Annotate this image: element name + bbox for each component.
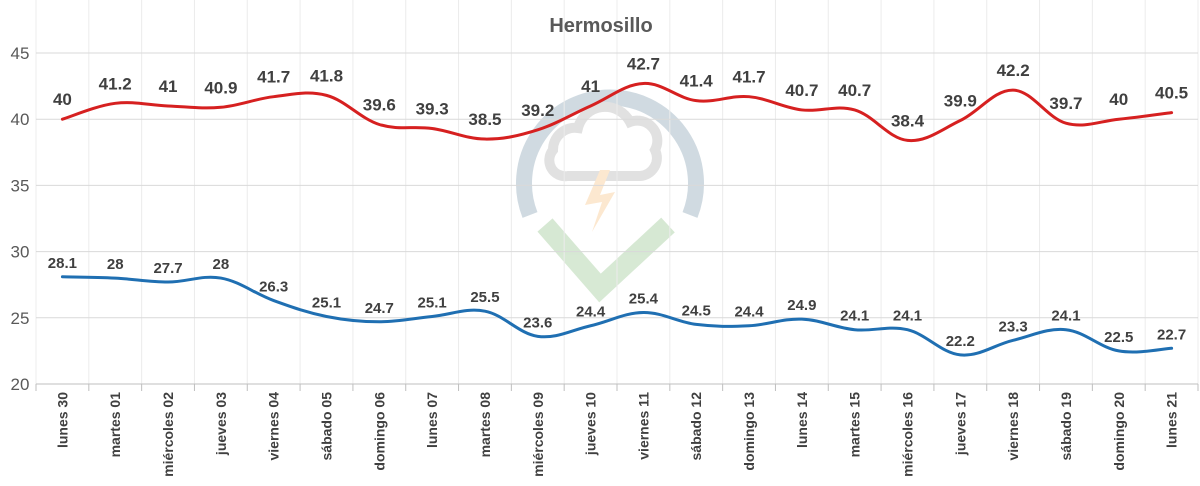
max-data-label: 40.7 — [785, 81, 818, 100]
max-data-label: 39.9 — [944, 92, 977, 111]
x-tick-label: domingo 20 — [1111, 392, 1127, 471]
min-data-label: 25.4 — [629, 291, 659, 308]
x-tick-label: sábado 05 — [319, 392, 335, 461]
x-tick-label: viernes 04 — [266, 392, 282, 461]
x-tick-label: martes 15 — [847, 392, 863, 458]
x-tick-label: miércoles 09 — [530, 392, 546, 477]
max-data-label: 39.3 — [416, 99, 449, 118]
y-tick-label: 40 — [11, 110, 30, 129]
min-data-label: 24.1 — [1051, 308, 1080, 325]
x-tick-label: jueves 17 — [952, 392, 968, 456]
x-tick-label: domingo 13 — [741, 392, 757, 471]
x-tick-label: martes 01 — [107, 392, 123, 458]
min-data-label: 22.5 — [1104, 329, 1133, 346]
x-tick-label: viernes 11 — [635, 392, 651, 460]
max-data-label: 42.7 — [627, 54, 660, 73]
min-data-label: 24.7 — [365, 300, 394, 317]
max-data-label: 39.2 — [521, 101, 554, 120]
x-tick-label: miércoles 16 — [900, 392, 916, 477]
y-tick-label: 25 — [11, 309, 30, 328]
min-data-label: 25.5 — [470, 289, 499, 306]
max-data-label: 38.4 — [891, 111, 925, 130]
max-data-label: 42.2 — [997, 61, 1030, 80]
min-data-label: 24.9 — [787, 297, 816, 314]
max-data-label: 40.5 — [1155, 84, 1188, 103]
max-data-label: 40 — [1109, 90, 1128, 109]
min-data-label: 28.1 — [48, 255, 77, 272]
min-data-label: 25.1 — [312, 294, 341, 311]
y-tick-label: 20 — [11, 375, 30, 394]
x-tick-label: martes 08 — [477, 392, 493, 458]
max-data-label: 38.5 — [468, 110, 501, 129]
x-tick-label: miércoles 02 — [160, 392, 176, 477]
y-tick-label: 35 — [11, 176, 30, 195]
min-data-label: 23.3 — [999, 318, 1028, 335]
max-data-label: 40 — [53, 90, 72, 109]
x-tick-label: jueves 03 — [213, 392, 229, 456]
min-data-label: 25.1 — [418, 294, 447, 311]
x-tick-label: lunes 14 — [794, 392, 810, 448]
y-tick-label: 45 — [11, 44, 30, 63]
min-data-label: 22.7 — [1157, 326, 1186, 343]
max-data-label: 41.8 — [310, 66, 343, 85]
max-data-label: 41 — [581, 77, 600, 96]
max-data-label: 41.2 — [99, 74, 132, 93]
x-tick-label: lunes 07 — [424, 392, 440, 448]
min-data-label: 24.1 — [893, 308, 922, 325]
max-data-label: 41 — [159, 77, 178, 96]
min-data-label: 24.1 — [840, 308, 869, 325]
min-data-label: 28 — [107, 256, 124, 273]
max-temperature-line — [60, 81, 1174, 142]
max-data-label: 41.7 — [732, 68, 765, 87]
min-data-label: 24.5 — [682, 302, 711, 319]
x-tick-label: sábado 19 — [1058, 392, 1074, 461]
min-data-label: 22.2 — [946, 333, 975, 350]
max-data-label: 40.9 — [204, 78, 237, 97]
y-tick-label: 30 — [11, 243, 30, 262]
x-tick-label: jueves 10 — [583, 392, 599, 456]
max-data-label: 41.4 — [680, 72, 714, 91]
chart-title: Hermosillo — [549, 15, 652, 37]
min-data-label: 24.4 — [734, 304, 764, 321]
min-data-label: 23.6 — [523, 314, 552, 331]
max-data-label: 39.7 — [1049, 94, 1082, 113]
x-tick-label: sábado 12 — [688, 392, 704, 461]
max-data-label: 39.6 — [363, 95, 396, 114]
max-data-label: 40.7 — [838, 81, 871, 100]
min-data-label: 24.4 — [576, 304, 606, 321]
x-tick-label: lunes 21 — [1164, 392, 1180, 448]
min-temperature-line — [60, 275, 1174, 357]
x-tick-label: domingo 06 — [371, 392, 387, 471]
min-data-label: 26.3 — [259, 279, 288, 296]
x-tick-label: lunes 30 — [54, 392, 70, 448]
max-data-label: 41.7 — [257, 68, 290, 87]
min-data-label: 27.7 — [153, 260, 182, 277]
x-tick-label: viernes 18 — [1005, 392, 1021, 461]
min-data-label: 28 — [213, 256, 230, 273]
